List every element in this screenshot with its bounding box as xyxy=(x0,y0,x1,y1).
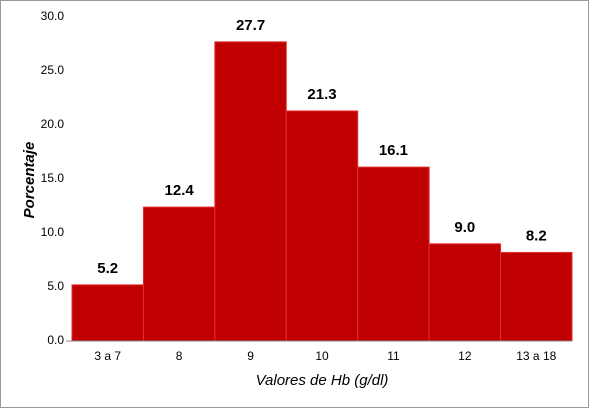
y-tick-label: 10.0 xyxy=(41,225,65,239)
x-tick-label: 10 xyxy=(315,349,329,363)
y-axis-label: Porcentaje xyxy=(21,142,38,219)
bar xyxy=(500,251,573,342)
value-label: 21.3 xyxy=(307,86,336,103)
x-tick-label: 9 xyxy=(247,349,254,363)
value-label: 27.7 xyxy=(236,17,265,34)
y-tick-label: 20.0 xyxy=(41,117,65,131)
bar xyxy=(71,284,144,342)
x-axis-label: Valores de Hb (g/dl) xyxy=(256,372,389,389)
y-tick-label: 5.0 xyxy=(47,279,64,293)
x-tick-label: 12 xyxy=(458,349,472,363)
y-tick-label: 0.0 xyxy=(47,333,64,347)
y-tick-label: 15.0 xyxy=(41,171,65,185)
bar xyxy=(285,110,359,342)
x-tick-label: 3 a 7 xyxy=(94,349,121,363)
bar xyxy=(214,41,287,342)
value-label: 16.1 xyxy=(379,142,408,159)
x-tick-label: 8 xyxy=(176,349,183,363)
value-label: 5.2 xyxy=(97,260,118,277)
value-label: 9.0 xyxy=(454,219,475,236)
y-tick-label: 25.0 xyxy=(41,63,65,77)
value-label: 12.4 xyxy=(165,182,195,199)
y-tick-label: 30.0 xyxy=(41,9,65,23)
bar xyxy=(142,206,216,342)
bar xyxy=(357,166,430,342)
x-tick-label: 11 xyxy=(387,349,400,363)
bar xyxy=(428,243,502,342)
x-tick-label: 13 a 18 xyxy=(516,349,556,363)
value-label: 8.2 xyxy=(526,227,547,244)
